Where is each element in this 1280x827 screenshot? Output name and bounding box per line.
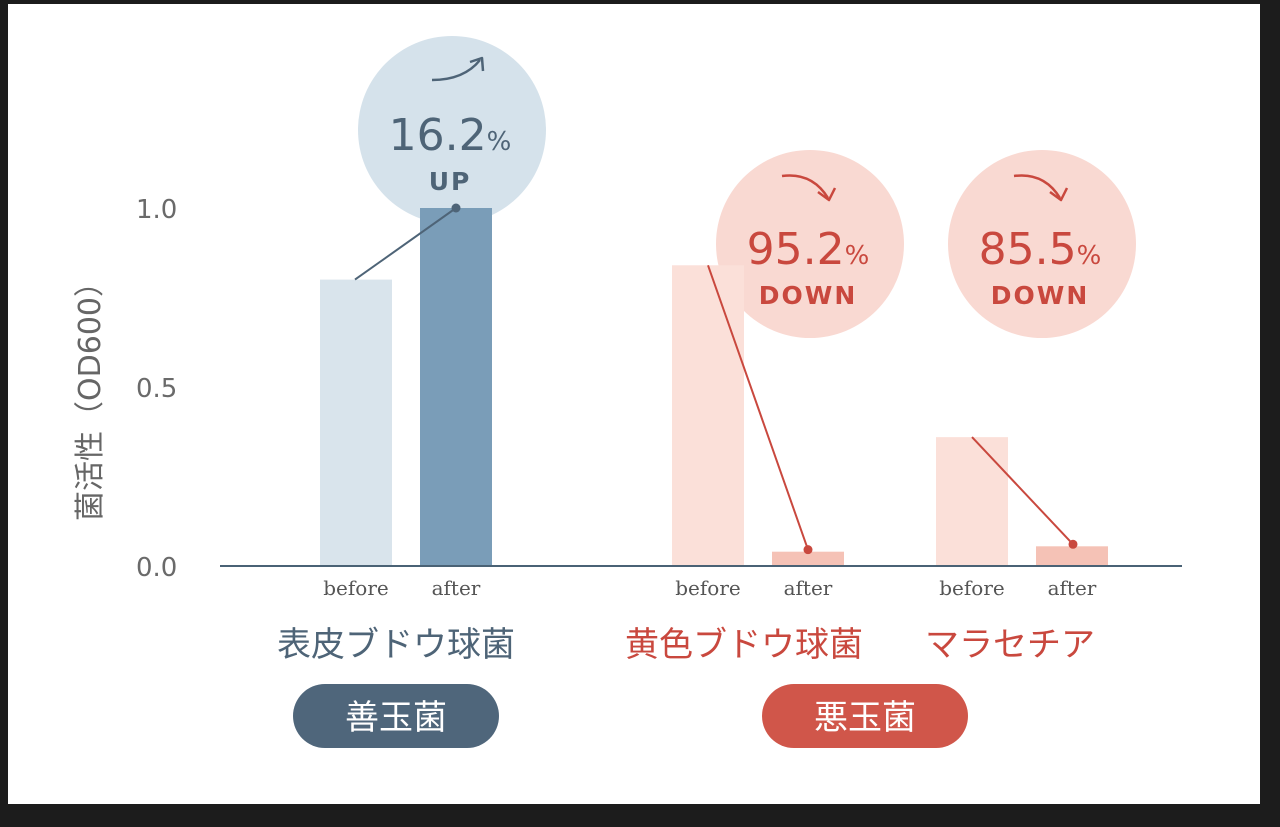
change-direction: DOWN: [991, 281, 1090, 310]
group-name: マラセチア: [925, 625, 1095, 665]
change-value: 85.5%: [979, 224, 1102, 275]
bar-label-after: after: [784, 576, 833, 600]
bar-before: [672, 265, 744, 566]
change-bubble: [358, 36, 546, 224]
down-arrow-head-icon: [1049, 187, 1069, 202]
change-direction: DOWN: [759, 281, 858, 310]
down-arrow-icon: [1013, 174, 1062, 199]
chart-card: 0.0 0.5 1.0 菌活性（OD600） before after 16.2% UP 表皮ブ…: [8, 4, 1260, 804]
change-value: 16.2%: [389, 110, 512, 161]
group-name: 黄色ブドウ球菌: [625, 625, 863, 665]
category-pill: [293, 684, 499, 748]
bar-before: [936, 437, 1008, 566]
bar-after: [772, 551, 844, 566]
change-bubble: [948, 150, 1136, 338]
bar-label-before: before: [939, 576, 1004, 600]
y-tick-label: 0.0: [136, 553, 177, 583]
down-arrow-head-icon: [817, 187, 837, 202]
bar-after: [1036, 546, 1108, 566]
bar-after: [420, 208, 492, 566]
connector-dot: [803, 545, 813, 555]
change-connector: [971, 436, 1074, 545]
bar-label-before: before: [675, 576, 740, 600]
change-connector: [707, 264, 809, 551]
bar-label-after: after: [1048, 576, 1097, 600]
bar-chart: 0.0 0.5 1.0 菌活性（OD600） before after 16.2% UP 表皮ブ…: [73, 36, 1182, 748]
connector-dot: [451, 203, 461, 213]
change-unit: %: [1077, 241, 1102, 271]
change-unit: %: [845, 241, 870, 271]
change-unit: %: [487, 127, 512, 157]
y-axis-label: 菌活性（OD600）: [73, 267, 108, 521]
up-arrow-head-icon: [469, 56, 485, 72]
change-number: 16.2: [389, 110, 487, 161]
change-bubble: [716, 150, 904, 338]
category-pill-label: 善玉菌: [345, 698, 447, 738]
y-tick-label: 1.0: [136, 195, 177, 225]
bar-before: [320, 279, 392, 566]
change-direction: UP: [429, 167, 472, 196]
category-pill: [762, 684, 968, 748]
up-arrow-icon: [431, 59, 481, 82]
down-arrow-icon: [781, 174, 830, 199]
change-number: 85.5: [979, 224, 1077, 275]
y-tick-label: 0.5: [136, 374, 177, 404]
change-connector: [354, 207, 457, 281]
group-name: 表皮ブドウ球菌: [277, 625, 515, 665]
change-number: 95.2: [747, 224, 845, 275]
connector-dot: [1068, 539, 1078, 549]
bar-label-after: after: [432, 576, 481, 600]
change-value: 95.2%: [747, 224, 870, 275]
bar-label-before: before: [323, 576, 388, 600]
category-pill-label: 悪玉菌: [814, 698, 916, 738]
